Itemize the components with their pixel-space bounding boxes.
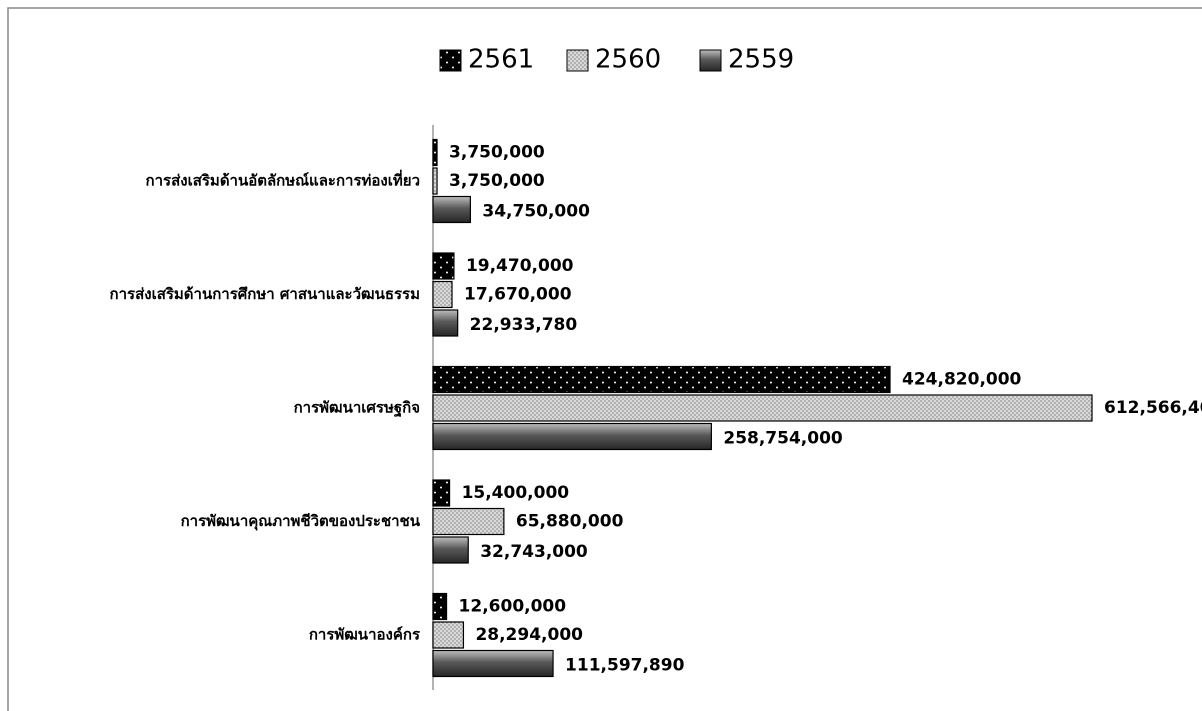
legend-label: 2561 bbox=[468, 45, 534, 75]
bar bbox=[432, 252, 455, 280]
category-label: การส่งเสริมด้านอัตลักษณ์และการท่องเที่ยว bbox=[146, 170, 420, 190]
value-label: 28,294,000 bbox=[475, 625, 583, 645]
legend-swatch bbox=[566, 49, 589, 72]
bar bbox=[432, 195, 471, 224]
category-label: การพัฒนาองค์กร bbox=[309, 626, 421, 644]
value-label: 424,820,000 bbox=[902, 370, 1022, 390]
value-label: 111,597,890 bbox=[565, 656, 685, 676]
value-label: 3,750,000 bbox=[449, 143, 545, 163]
bar bbox=[432, 309, 459, 337]
value-label: 32,743,000 bbox=[480, 542, 588, 562]
bar bbox=[432, 422, 712, 451]
category-label: การพัฒนาคุณภาพชีวิตของประชาชน bbox=[181, 512, 421, 531]
bar bbox=[432, 394, 1093, 422]
bar bbox=[432, 592, 448, 621]
legend-label: 2559 bbox=[728, 45, 794, 75]
legend-label: 2560 bbox=[595, 45, 661, 75]
value-label: 258,754,000 bbox=[723, 429, 843, 449]
legend-swatch bbox=[699, 49, 722, 72]
bar bbox=[432, 536, 469, 564]
value-label: 612,566,400 bbox=[1104, 398, 1202, 418]
value-label: 65,880,000 bbox=[516, 512, 624, 532]
category-label: การส่งเสริมด้านการศึกษา ศาสนาและวัฒนธรรม bbox=[110, 285, 420, 303]
bar bbox=[432, 167, 438, 195]
chart-border bbox=[7, 7, 1202, 711]
legend-swatch bbox=[439, 49, 462, 72]
value-label: 3,750,000 bbox=[449, 171, 545, 191]
bar bbox=[432, 365, 891, 394]
value-label: 15,400,000 bbox=[462, 483, 570, 503]
value-label: 12,600,000 bbox=[459, 597, 567, 617]
value-label: 34,750,000 bbox=[482, 202, 590, 222]
category-label: การพัฒนาเศรษฐกิจ bbox=[294, 399, 420, 418]
value-label: 19,470,000 bbox=[466, 256, 574, 276]
bar bbox=[432, 280, 453, 309]
bar bbox=[432, 649, 554, 678]
bar bbox=[432, 479, 451, 507]
value-label: 22,933,780 bbox=[470, 315, 578, 335]
value-label: 17,670,000 bbox=[464, 285, 572, 305]
bar bbox=[432, 138, 438, 167]
bar bbox=[432, 507, 505, 536]
bar bbox=[432, 621, 465, 649]
